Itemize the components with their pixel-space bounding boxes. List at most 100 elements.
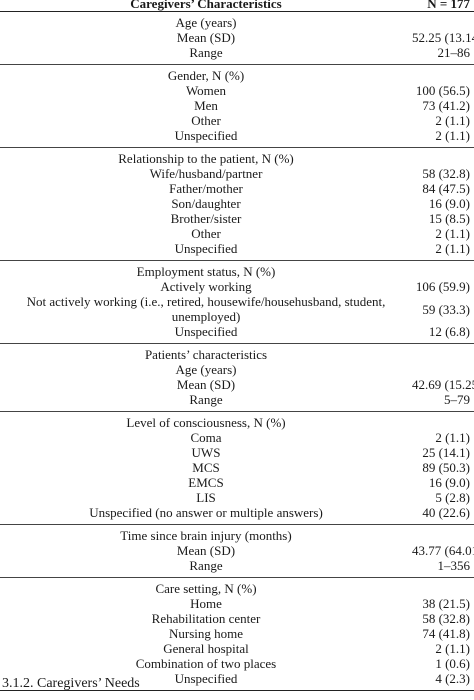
table-group: Relationship to the patient, N (%) Wife/h…: [0, 148, 474, 261]
row-value: 38 (21.5): [422, 596, 470, 611]
row-label: Rehabilitation center: [151, 611, 261, 626]
row-label: Unspecified: [174, 324, 238, 339]
table-row: Level of consciousness, N (%): [0, 415, 474, 430]
table-row: Nursing home 74 (41.8): [0, 626, 474, 641]
row-label: MCS: [192, 460, 220, 475]
row-value: 5 (2.8): [435, 490, 470, 505]
table-row: Men 73 (41.2): [0, 98, 474, 113]
row-value: 16 (9.0): [428, 196, 470, 211]
row-label: Combination of two places: [135, 656, 277, 671]
table-group: Age (years)Mean (SD) 52.25 (13.14) Range 21…: [0, 12, 474, 65]
table-row: Mean (SD) 42.69 (15.25): [0, 377, 474, 392]
table-row: Women 100 (56.5): [0, 83, 474, 98]
table-group: Patients’ characteristics Age (years) Mean…: [0, 344, 474, 412]
table-row: Other 2 (1.1): [0, 226, 474, 241]
row-label: Range: [189, 45, 223, 60]
row-value: 15 (8.5): [428, 211, 470, 226]
table-row: Son/daughter 16 (9.0): [0, 196, 474, 211]
table-row: Unspecified (no answer or multiple answe…: [0, 505, 474, 520]
table-group: Level of consciousness, N (%) Coma 2 (1.1)…: [0, 412, 474, 525]
table-row: LIS 5 (2.8): [0, 490, 474, 505]
row-label: Home: [190, 596, 222, 611]
table-row: MCS 89 (50.3): [0, 460, 474, 475]
table-row: Mean (SD) 43.77 (64.01): [0, 543, 474, 558]
table-row: UWS 25 (14.1): [0, 445, 474, 460]
row-value: 12 (6.8): [428, 324, 470, 339]
table-row: Care setting, N (%): [0, 581, 474, 596]
table-row: Combination of two places 1 (0.6): [0, 656, 474, 671]
row-label: Women: [185, 83, 227, 98]
table-row: Father/mother 84 (47.5): [0, 181, 474, 196]
table-row: Wife/husband/partner 58 (32.8): [0, 166, 474, 181]
section-heading: 3.1.2. Caregivers’ Needs: [2, 676, 140, 691]
row-label: Age (years): [175, 15, 237, 30]
row-label: Mean (SD): [176, 377, 236, 392]
row-value: 4 (2.3): [435, 671, 470, 686]
row-value: 2 (1.1): [435, 241, 470, 256]
table-row: Coma 2 (1.1): [0, 430, 474, 445]
row-label: Patients’ characteristics: [144, 347, 268, 362]
row-value: 1 (0.6): [435, 656, 470, 671]
row-label: Actively working: [160, 279, 252, 294]
row-label: Coma: [190, 430, 222, 445]
row-label: Nursing home: [168, 626, 244, 641]
row-label: Range: [189, 558, 223, 573]
row-label: Relationship to the patient, N (%): [118, 151, 294, 166]
row-value: 84 (47.5): [422, 181, 470, 196]
table-group: Care setting, N (%) Home 38 (21.5) Rehabili…: [0, 578, 474, 691]
table-row: Patients’ characteristics: [0, 347, 474, 362]
row-value: 2 (1.1): [435, 430, 470, 445]
row-label: Care setting, N (%): [155, 581, 257, 596]
row-value: 52.25 (13.14): [412, 30, 474, 45]
table-row: Rehabilitation center 58 (32.8): [0, 611, 474, 626]
table-row: Age (years): [0, 15, 474, 30]
table-row: Brother/sister 15 (8.5): [0, 211, 474, 226]
table-row: Unspecified 12 (6.8): [0, 324, 474, 339]
row-value: 73 (41.2): [422, 98, 470, 113]
row-value: 40 (22.6): [422, 505, 470, 520]
table-row: Range 5–79: [0, 392, 474, 407]
row-value: 5–79: [444, 392, 470, 407]
table-row: Home 38 (21.5): [0, 596, 474, 611]
table-row: Actively working 106 (59.9): [0, 279, 474, 294]
row-label: Unspecified: [174, 671, 238, 686]
row-label: Wife/husband/partner: [149, 166, 263, 181]
table-row: Not actively working (i.e., retired, hou…: [0, 294, 474, 324]
row-value: 1–356: [437, 558, 471, 573]
table-row: Unspecified 2 (1.1): [0, 128, 474, 143]
row-label: Unspecified: [174, 128, 238, 143]
row-value: 59 (33.3): [422, 301, 470, 317]
row-label: Age (years): [175, 362, 237, 377]
row-label: Mean (SD): [176, 543, 236, 558]
row-label: Time since brain injury (months): [120, 528, 292, 543]
row-label: Employment status, N (%): [136, 264, 276, 279]
row-value: 58 (32.8): [422, 611, 470, 626]
row-value: 2 (1.1): [435, 226, 470, 241]
row-value: 42.69 (15.25): [412, 377, 474, 392]
table-group: Employment status, N (%) Actively working…: [0, 261, 474, 344]
row-label: Other: [191, 113, 221, 128]
row-value: 58 (32.8): [422, 166, 470, 181]
row-label: Level of consciousness, N (%): [126, 415, 286, 430]
table-row: Relationship to the patient, N (%): [0, 151, 474, 166]
table-row: Range 21–86: [0, 45, 474, 60]
row-value: 89 (50.3): [422, 460, 470, 475]
table-row: Employment status, N (%): [0, 264, 474, 279]
row-label: Not actively working (i.e., retired, hou…: [26, 294, 386, 324]
table-group: Time since brain injury (months) Mean (SD…: [0, 525, 474, 578]
row-label: Unspecified (no answer or multiple answe…: [89, 505, 323, 520]
row-label: Other: [191, 226, 221, 241]
table-row: EMCS 16 (9.0): [0, 475, 474, 490]
row-label: General hospital: [163, 641, 249, 656]
table-row: General hospital 2 (1.1): [0, 641, 474, 656]
header-value: N = 177: [427, 0, 470, 11]
table-group: Gender, N (%) Women 100 (56.5) Men 73 (41.2)…: [0, 65, 474, 148]
row-label: EMCS: [188, 475, 224, 490]
row-value: 106 (59.9): [415, 279, 470, 294]
row-label: UWS: [191, 445, 221, 460]
row-label: Father/mother: [169, 181, 243, 196]
row-value: 16 (9.0): [428, 475, 470, 490]
row-label: Gender, N (%): [167, 68, 245, 83]
